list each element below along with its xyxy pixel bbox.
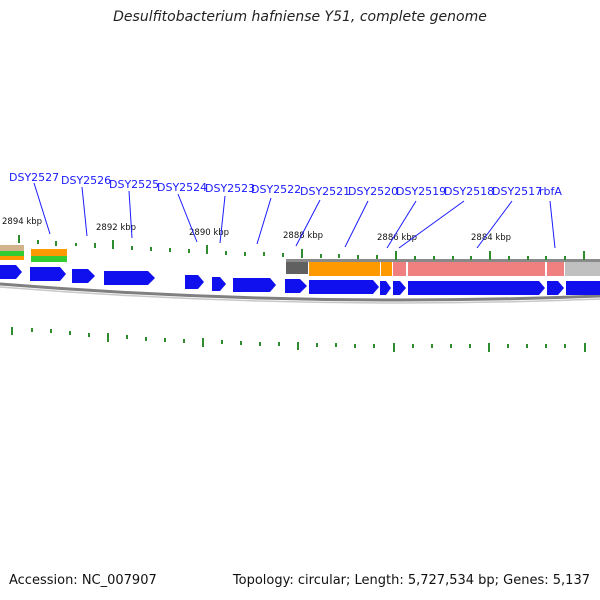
cds-arrow xyxy=(309,280,379,294)
cds-arrow xyxy=(104,271,155,285)
kbp-label: 2886 kbp xyxy=(377,233,417,243)
feature-top-line xyxy=(286,259,600,262)
gene-label-dsy2521: DSY2521 xyxy=(300,185,350,198)
gene-label-dsy2517: DSY2517 xyxy=(492,185,542,198)
gc-ticks-upper xyxy=(18,235,585,260)
feature-pink-b xyxy=(547,262,564,276)
cds-arrow xyxy=(233,278,276,292)
gene-label-dsy2518: DSY2518 xyxy=(444,185,494,198)
gene-label-dsy2519: DSY2519 xyxy=(396,185,446,198)
kbp-label: 2892 kbp xyxy=(96,223,136,233)
kbp-label: 2888 kbp xyxy=(283,231,323,241)
feature-orange xyxy=(31,249,67,256)
feature-track xyxy=(0,245,600,276)
kbp-labels: 2894 kbp 2892 kbp 2890 kbp 2888 kbp 2886… xyxy=(2,217,511,243)
feature-dark xyxy=(286,261,308,274)
gene-label-dsy2524: DSY2524 xyxy=(157,181,207,194)
feature-gray xyxy=(565,262,600,276)
cds-arrow xyxy=(380,281,391,295)
gene-labels: DSY2527 DSY2526 DSY2525 DSY2524 DSY2523 … xyxy=(9,171,562,198)
genome-backbone-inner xyxy=(0,286,600,304)
feature-orange-b xyxy=(381,262,392,276)
cds-arrow xyxy=(0,265,22,279)
cds-arrow xyxy=(393,281,406,295)
genome-summary: Topology: circular; Length: 5,727,534 bp… xyxy=(232,573,590,588)
gene-label-dsy2525: DSY2525 xyxy=(109,178,159,191)
cds-arrow xyxy=(72,269,95,283)
map-title: Desulfitobacterium hafniense Y51, comple… xyxy=(113,9,487,25)
kbp-label: 2884 kbp xyxy=(471,233,511,243)
gene-label-rbfa: rbfA xyxy=(539,185,562,198)
cds-arrow xyxy=(408,281,545,295)
gc-ticks-lower xyxy=(11,327,586,352)
cds-arrow xyxy=(212,277,226,291)
kbp-label: 2894 kbp xyxy=(2,217,42,227)
gene-label-dsy2527: DSY2527 xyxy=(9,171,59,184)
cds-arrow xyxy=(566,281,600,295)
gene-label-dsy2526: DSY2526 xyxy=(61,174,111,187)
gene-label-dsy2523: DSY2523 xyxy=(205,182,255,195)
feature-pink-a xyxy=(393,262,406,276)
label-leaders xyxy=(33,182,556,249)
feature-green-2 xyxy=(31,256,67,262)
gene-label-dsy2520: DSY2520 xyxy=(348,185,398,198)
feature-pink-main xyxy=(408,262,545,276)
feature-orange-small xyxy=(0,256,24,260)
cds-arrow xyxy=(30,267,66,281)
cds-track xyxy=(0,265,600,295)
cds-arrow xyxy=(185,275,204,289)
kbp-label: 2890 kbp xyxy=(189,228,229,238)
feature-orange-main xyxy=(309,262,380,276)
feature-tan xyxy=(0,245,24,251)
feature-green xyxy=(0,251,24,256)
cds-arrow xyxy=(547,281,564,295)
gene-label-dsy2522: DSY2522 xyxy=(251,183,301,196)
genome-backbone-outer xyxy=(0,282,600,302)
accession-label: Accession: NC_007907 xyxy=(9,573,157,588)
cds-arrow xyxy=(285,279,307,293)
